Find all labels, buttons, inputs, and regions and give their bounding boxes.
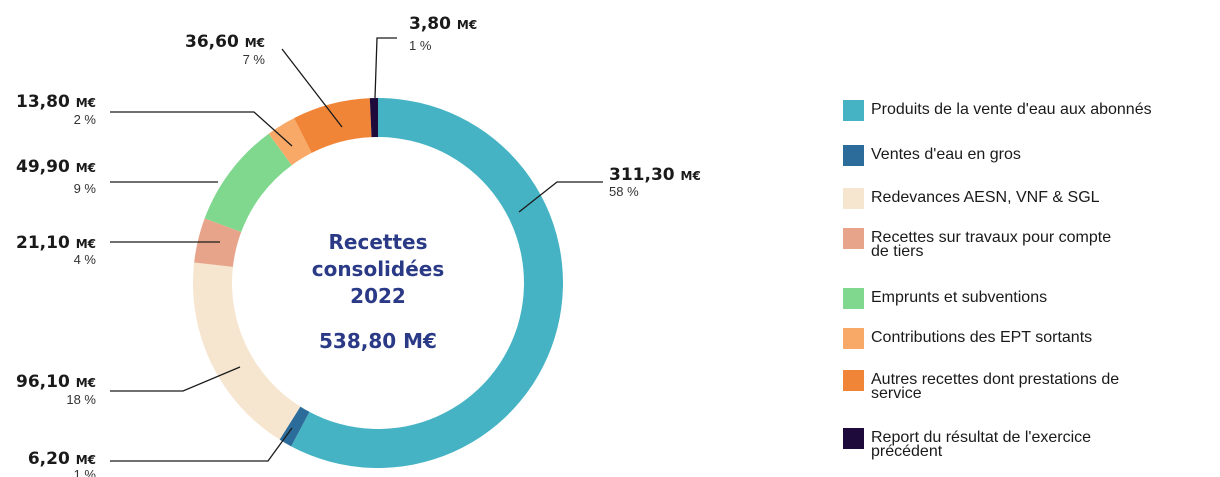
value-label-7: 3,80 M€	[409, 14, 477, 34]
slice-7	[369, 98, 378, 138]
value-label-3: 21,10 M€	[16, 233, 96, 253]
donut-slices	[193, 98, 563, 468]
legend-swatch	[843, 328, 864, 349]
slice-5	[268, 118, 312, 166]
legend-item-4: Emprunts et subventions	[843, 287, 1220, 309]
percent-label-0: 58 %	[609, 184, 639, 199]
percent-label-4: 9 %	[74, 181, 97, 196]
legend-label: Produits de la vente d'eau aux abonnés	[871, 101, 1152, 118]
legend-swatch	[843, 428, 864, 449]
legend-item-0: Produits de la vente d'eau aux abonnés	[843, 99, 1220, 121]
legend-item-2: Redevances AESN, VNF & SGL	[843, 187, 1220, 209]
leader-line-2	[110, 366, 241, 392]
legend-item-5: Contributions des EPT sortants	[843, 327, 1220, 349]
center-title-line-1: Recettes	[329, 230, 428, 254]
legend-item-7: Report du résultat de l'exercice précéden…	[843, 427, 1220, 460]
donut-chart: 311,30 M€58 %6,20 M€1 %96,10 M€18 %21,10…	[16, 14, 701, 477]
leader-line-6	[281, 48, 343, 128]
legend-label: Report du résultat de l'exercice précéden…	[871, 429, 1092, 460]
legend-item-6: Autres recettes dont prestations de servi…	[843, 369, 1220, 402]
leader-line-5	[110, 111, 293, 147]
percent-label-1: 1 %	[74, 467, 97, 477]
center-title-line-2: consolidées	[312, 257, 445, 281]
percent-label-2: 18 %	[66, 392, 96, 407]
leader-line-0	[518, 181, 603, 213]
legend-swatch	[843, 370, 864, 391]
value-label-4: 49,90 M€	[16, 157, 96, 177]
center-title-line-3: 2022	[350, 284, 406, 308]
percent-label-5: 2 %	[74, 112, 97, 127]
percent-label-3: 4 %	[74, 252, 97, 267]
legend-swatch	[843, 188, 864, 209]
legend-label: Contributions des EPT sortants	[871, 329, 1093, 346]
value-labels: 311,30 M€58 %6,20 M€1 %96,10 M€18 %21,10…	[16, 14, 701, 477]
slice-1	[279, 406, 310, 447]
percent-label-6: 7 %	[243, 52, 266, 67]
leader-line-7	[374, 37, 397, 99]
slice-6	[294, 98, 372, 153]
leader-line-1	[110, 427, 293, 462]
value-label-0: 311,30 M€	[609, 165, 701, 185]
slice-4	[204, 133, 292, 232]
legend-swatch	[843, 145, 864, 166]
legend-swatch	[843, 100, 864, 121]
legend-label: Recettes sur travaux pour compte de tiers	[871, 229, 1112, 260]
slice-0	[291, 98, 563, 468]
value-label-6: 36,60 M€	[185, 32, 265, 52]
legend-label: Redevances AESN, VNF & SGL	[871, 189, 1100, 206]
legend-label: Ventes d'eau en gros	[871, 146, 1021, 163]
value-label-2: 96,10 M€	[16, 372, 96, 392]
legend-item-1: Ventes d'eau en gros	[843, 144, 1220, 166]
legend-label: Emprunts et subventions	[871, 289, 1048, 306]
legend-item-3: Recettes sur travaux pour compte de tiers	[843, 227, 1220, 260]
slice-2	[193, 262, 301, 440]
value-label-5: 13,80 M€	[16, 92, 96, 112]
leader-lines	[110, 37, 603, 462]
donut-center-label: Recettes consolidées 2022 538,80 M€	[312, 230, 445, 353]
center-total: 538,80 M€	[319, 329, 437, 353]
percent-label-7: 1 %	[409, 38, 432, 53]
legend-label: Autres recettes dont prestations de servi…	[871, 371, 1120, 402]
value-label-1: 6,20 M€	[28, 449, 96, 469]
legend-swatch	[843, 288, 864, 309]
legend-swatch	[843, 228, 864, 249]
